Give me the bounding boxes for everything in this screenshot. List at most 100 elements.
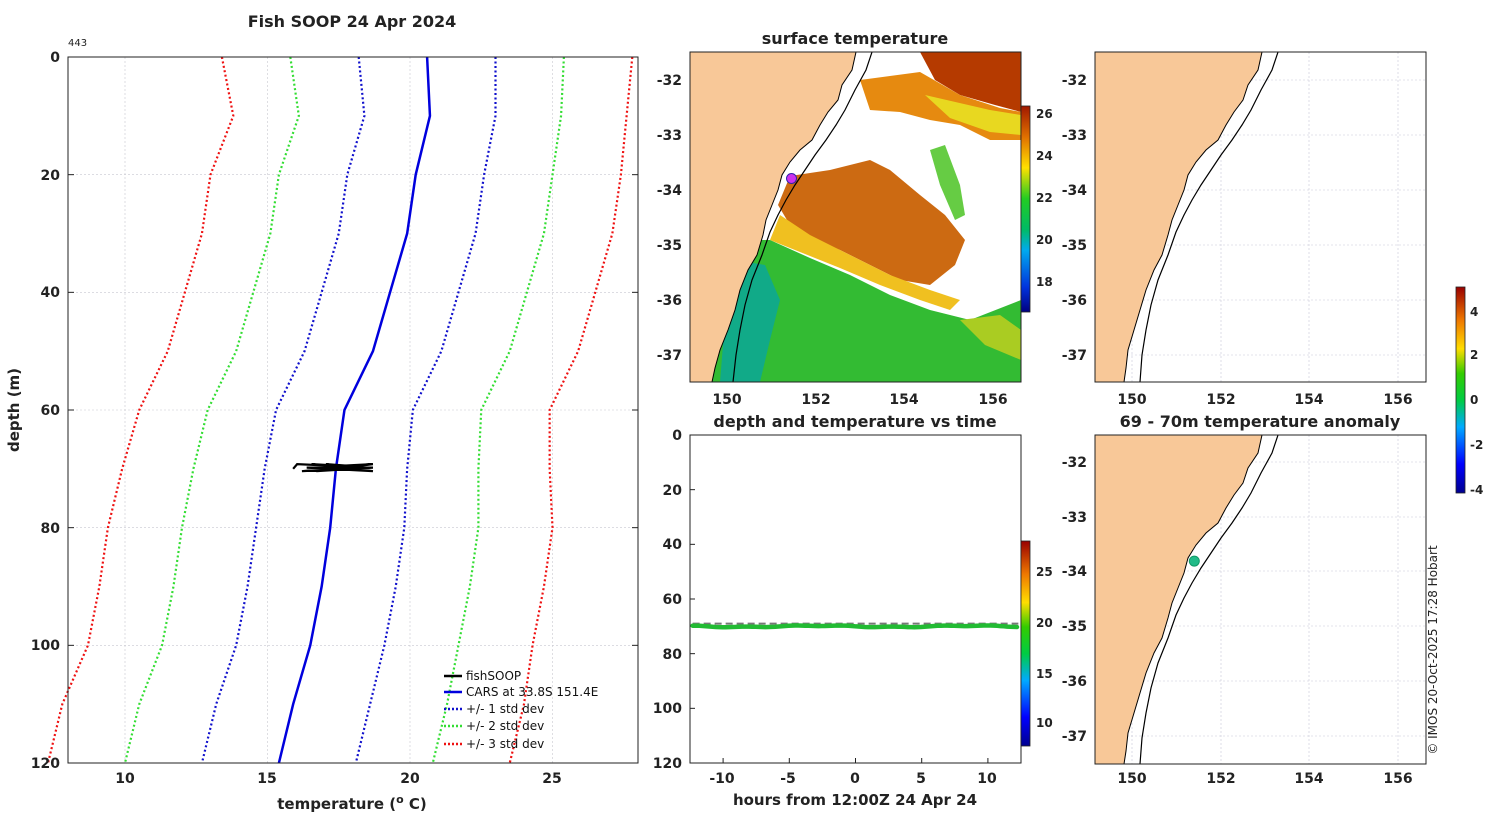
sst-xtick: 154 bbox=[889, 392, 918, 408]
anom-cbar-tick: 2 bbox=[1470, 348, 1478, 362]
ts-ytick: 20 bbox=[663, 483, 683, 499]
anom-map-land bbox=[1095, 435, 1263, 764]
anom-cbar-tick: -4 bbox=[1470, 483, 1483, 497]
xlabel-tail: C) bbox=[404, 795, 427, 813]
profile-x-ticks: 10 15 20 25 bbox=[115, 771, 561, 787]
ts-cbar-tick: 10 bbox=[1036, 716, 1053, 730]
sst-front bbox=[770, 215, 960, 310]
anom-top-ytick: -34 bbox=[1062, 183, 1088, 199]
ts-xtick: -5 bbox=[780, 771, 796, 787]
profile-ytick: 60 bbox=[41, 403, 61, 419]
legend-entry: +/- 1 std dev bbox=[466, 702, 544, 716]
anom-top-ytick: -32 bbox=[1062, 73, 1087, 89]
sst-ytick: -32 bbox=[657, 73, 682, 89]
profile-xtick: 25 bbox=[542, 771, 561, 787]
sst-station-marker bbox=[786, 173, 797, 184]
ts-cbar-tick: 20 bbox=[1036, 616, 1053, 630]
sst-cbar-tick: 18 bbox=[1036, 275, 1053, 289]
profile-ytick: 20 bbox=[41, 168, 61, 184]
anom-top-xtick: 156 bbox=[1383, 392, 1412, 408]
anom-ytick: -36 bbox=[1062, 674, 1087, 690]
anom-top-land-layer bbox=[1095, 52, 1279, 382]
anom-station-marker bbox=[1188, 555, 1200, 567]
sst-ytick: -33 bbox=[657, 128, 682, 144]
timeseries-yticks: 0 20 40 60 80 100 120 bbox=[653, 428, 682, 772]
anom-xtick: 150 bbox=[1117, 771, 1146, 787]
profile-sd3-upper-line bbox=[508, 56, 634, 764]
anom-xtick: 154 bbox=[1294, 771, 1323, 787]
profile-title: Fish SOOP 24 Apr 2024 bbox=[248, 12, 457, 31]
anom-top-xticks: 150 152 154 156 bbox=[1117, 392, 1412, 408]
ts-cbar-tick: 25 bbox=[1036, 565, 1053, 579]
anom-top-ytick: -33 bbox=[1062, 128, 1087, 144]
anom-map-panel: 69 - 70m temperature anomaly -32 -33 -34… bbox=[1062, 412, 1427, 787]
profile-legend: fishSOOP CARS at 33.8S 151.4E +/- 1 std … bbox=[444, 669, 598, 751]
ts-ytick: 40 bbox=[663, 537, 683, 553]
profile-sd3-lower-line bbox=[46, 56, 235, 764]
timeseries-axes-box bbox=[689, 434, 1022, 764]
profile-cars-mean-line bbox=[277, 56, 432, 764]
anom-colorbar-group: 4 2 0 -2 -4 bbox=[1455, 286, 1483, 497]
anom-map-land-layer bbox=[1095, 435, 1279, 764]
profile-curves bbox=[46, 56, 634, 764]
sst-map-panel: surface temperature -32 -33 -34 -35 bbox=[657, 29, 1053, 408]
ts-xtick: 0 bbox=[850, 771, 860, 787]
sst-colorbar bbox=[1020, 105, 1031, 313]
ts-ytick: 60 bbox=[663, 592, 683, 608]
sst-cbar-tick: 24 bbox=[1036, 149, 1053, 163]
sst-ytick: -35 bbox=[657, 238, 682, 254]
sst-ytick: -34 bbox=[657, 183, 683, 199]
profile-axes-box bbox=[67, 56, 639, 764]
anom-map-title: 69 - 70m temperature anomaly bbox=[1120, 412, 1401, 431]
credit-text: © IMOS 20-Oct-2025 17:28 Hobart bbox=[1426, 545, 1440, 755]
sst-ytick: -36 bbox=[657, 293, 682, 309]
anom-cbar-tick: 4 bbox=[1470, 305, 1478, 319]
sst-cool-water bbox=[690, 240, 1021, 382]
anom-top-ytick: -35 bbox=[1062, 238, 1087, 254]
sst-land-layer bbox=[690, 52, 873, 382]
ts-cbar-tick: 15 bbox=[1036, 667, 1053, 681]
legend-entry: +/- 2 std dev bbox=[466, 719, 544, 733]
legend-entry: CARS at 33.8S 151.4E bbox=[466, 685, 598, 699]
legend-entry: fishSOOP bbox=[466, 669, 521, 683]
anom-top-frame bbox=[1094, 51, 1427, 383]
ts-ytick: 100 bbox=[653, 701, 682, 717]
anom-top-ytick: -36 bbox=[1062, 293, 1087, 309]
sst-cbar-tick: 20 bbox=[1036, 233, 1053, 247]
anom-cbar-tick: -2 bbox=[1470, 438, 1483, 452]
anom-ytick: -33 bbox=[1062, 510, 1087, 526]
profile-ytick: 80 bbox=[41, 521, 61, 537]
ts-xtick: 5 bbox=[916, 771, 926, 787]
sst-yellow-band bbox=[925, 95, 1021, 135]
anom-ytick: -35 bbox=[1062, 619, 1087, 635]
sst-eddy bbox=[778, 160, 965, 285]
anom-ytick: -32 bbox=[1062, 455, 1087, 471]
anom-map-yticks: -32 -33 -34 -35 -36 -37 bbox=[1062, 455, 1088, 745]
sst-xtick: 156 bbox=[978, 392, 1007, 408]
anom-top-xtick: 154 bbox=[1294, 392, 1323, 408]
sst-field bbox=[690, 52, 1021, 382]
anom-top-xtick: 152 bbox=[1206, 392, 1235, 408]
timeseries-colorbar-ticks: 25 20 15 10 bbox=[1036, 565, 1053, 730]
sst-xticks: 150 152 154 156 bbox=[712, 392, 1007, 408]
profile-sd2-lower-line bbox=[123, 56, 300, 764]
profile-ytick: 120 bbox=[31, 756, 60, 772]
profile-y-ticks: 0 20 40 60 80 100 120 bbox=[31, 50, 60, 772]
anom-ytick: -37 bbox=[1062, 729, 1087, 745]
sst-ytick: -37 bbox=[657, 348, 682, 364]
timeseries-colorbar bbox=[1020, 540, 1031, 747]
sst-warm-core bbox=[920, 52, 1021, 112]
ts-xtick: 10 bbox=[977, 771, 997, 787]
sst-cbar-tick: 26 bbox=[1036, 107, 1053, 121]
legend-entry: +/- 3 std dev bbox=[466, 737, 544, 751]
sst-isobath bbox=[732, 52, 873, 382]
anom-top-xtick: 150 bbox=[1117, 392, 1146, 408]
profile-grid bbox=[68, 56, 638, 764]
anom-ytick: -34 bbox=[1062, 564, 1088, 580]
anom-map-isobath bbox=[1139, 435, 1279, 764]
anom-top-isobath bbox=[1139, 52, 1279, 382]
anom-top-yticks: -32 -33 -34 -35 -36 -37 bbox=[1062, 73, 1088, 364]
profile-xtick: 10 bbox=[115, 771, 135, 787]
timeseries-xticks: -10 -5 0 5 10 bbox=[709, 771, 997, 787]
sst-xtick: 150 bbox=[712, 392, 741, 408]
